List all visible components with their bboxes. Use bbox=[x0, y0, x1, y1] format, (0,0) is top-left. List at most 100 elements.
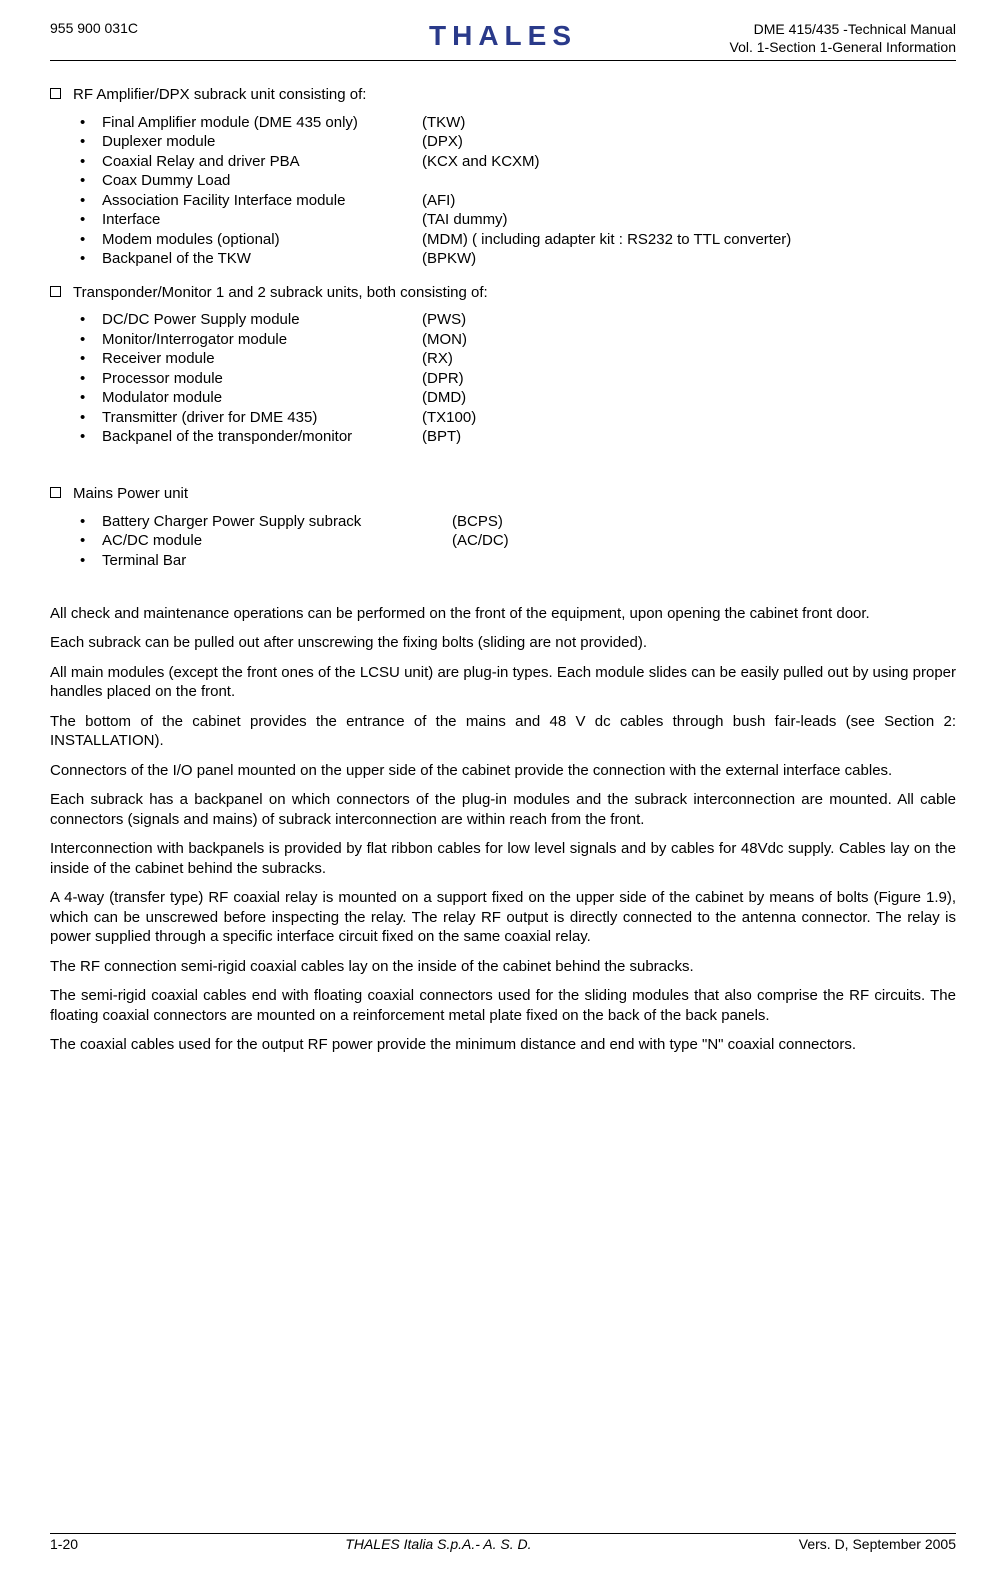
bullet-dot-icon: • bbox=[80, 531, 102, 551]
footer-page-number: 1-20 bbox=[50, 1536, 78, 1552]
list-item: •Receiver module(RX) bbox=[80, 349, 956, 369]
bullet-dot-icon: • bbox=[80, 512, 102, 532]
header-title: DME 415/435 -Technical Manual Vol. 1-Sec… bbox=[654, 20, 956, 56]
item-code: (BCPS) bbox=[452, 512, 956, 532]
bullet-dot-icon: • bbox=[80, 191, 102, 211]
body-paragraph: The bottom of the cabinet provides the e… bbox=[50, 712, 956, 751]
bullet-dot-icon: • bbox=[80, 171, 102, 191]
item-code: (DPX) bbox=[422, 132, 956, 152]
item-name: Interface bbox=[102, 210, 422, 230]
list-item: •AC/DC module(AC/DC) bbox=[80, 531, 956, 551]
body-paragraph: The RF connection semi-rigid coaxial cab… bbox=[50, 957, 956, 977]
mains-list: •Battery Charger Power Supply subrack(BC… bbox=[80, 512, 956, 571]
item-name: Association Facility Interface module bbox=[102, 191, 422, 211]
bullet-dot-icon: • bbox=[80, 310, 102, 330]
square-bullet-icon bbox=[50, 286, 61, 297]
item-name: Transmitter (driver for DME 435) bbox=[102, 408, 422, 428]
body-paragraph: Interconnection with backpanels is provi… bbox=[50, 839, 956, 878]
list-item: •Coaxial Relay and driver PBA(KCX and KC… bbox=[80, 152, 956, 172]
item-code: (RX) bbox=[422, 349, 956, 369]
body-paragraph: Each subrack can be pulled out after uns… bbox=[50, 633, 956, 653]
item-name: Duplexer module bbox=[102, 132, 422, 152]
list-item: •Final Amplifier module (DME 435 only)(T… bbox=[80, 113, 956, 133]
bullet-dot-icon: • bbox=[80, 330, 102, 350]
bullet-dot-icon: • bbox=[80, 551, 102, 571]
body-paragraph: All main modules (except the front ones … bbox=[50, 663, 956, 702]
bullet-dot-icon: • bbox=[80, 427, 102, 447]
page-content: RF Amplifier/DPX subrack unit consisting… bbox=[50, 85, 956, 1055]
item-code: (TX100) bbox=[422, 408, 956, 428]
item-name: DC/DC Power Supply module bbox=[102, 310, 422, 330]
list-item: •Modem modules (optional)(MDM) ( includi… bbox=[80, 230, 956, 250]
header-doc-number: 955 900 031C bbox=[50, 20, 352, 36]
bullet-dot-icon: • bbox=[80, 132, 102, 152]
list-item: •Association Facility Interface module(A… bbox=[80, 191, 956, 211]
list-item: •Terminal Bar bbox=[80, 551, 956, 571]
list-item: •Coax Dummy Load bbox=[80, 171, 956, 191]
square-bullet-icon bbox=[50, 487, 61, 498]
item-name: Final Amplifier module (DME 435 only) bbox=[102, 113, 422, 133]
item-code: (MON) bbox=[422, 330, 956, 350]
item-name: AC/DC module bbox=[102, 531, 452, 551]
square-bullet-icon bbox=[50, 88, 61, 99]
item-name: Monitor/Interrogator module bbox=[102, 330, 422, 350]
transponder-list: •DC/DC Power Supply module(PWS) •Monitor… bbox=[80, 310, 956, 447]
item-name: Modulator module bbox=[102, 388, 422, 408]
item-name: Processor module bbox=[102, 369, 422, 389]
list-item: •DC/DC Power Supply module(PWS) bbox=[80, 310, 956, 330]
item-name: Coax Dummy Load bbox=[102, 171, 422, 191]
bullet-dot-icon: • bbox=[80, 408, 102, 428]
item-name: Backpanel of the TKW bbox=[102, 249, 422, 269]
body-paragraph: Connectors of the I/O panel mounted on t… bbox=[50, 761, 956, 781]
item-code: (BPKW) bbox=[422, 249, 956, 269]
list-item: •Interface(TAI dummy) bbox=[80, 210, 956, 230]
header-title-line2: Vol. 1-Section 1-General Information bbox=[654, 38, 956, 56]
list-item: •Backpanel of the transponder/monitor(BP… bbox=[80, 427, 956, 447]
list-item: •Backpanel of the TKW(BPKW) bbox=[80, 249, 956, 269]
body-paragraph: The semi-rigid coaxial cables end with f… bbox=[50, 986, 956, 1025]
page-footer: 1-20 THALES Italia S.p.A.- A. S. D. Vers… bbox=[50, 1533, 956, 1552]
list-item: •Monitor/Interrogator module(MON) bbox=[80, 330, 956, 350]
list-item: •Duplexer module(DPX) bbox=[80, 132, 956, 152]
section-title: Mains Power unit bbox=[73, 485, 188, 502]
section-head-mains: Mains Power unit bbox=[50, 484, 956, 504]
item-code: (DMD) bbox=[422, 388, 956, 408]
item-code: (TKW) bbox=[422, 113, 956, 133]
item-code: (DPR) bbox=[422, 369, 956, 389]
rf-amp-list: •Final Amplifier module (DME 435 only)(T… bbox=[80, 113, 956, 269]
section-title: Transponder/Monitor 1 and 2 subrack unit… bbox=[73, 284, 488, 301]
header-title-line1: DME 415/435 -Technical Manual bbox=[654, 20, 956, 38]
item-name: Backpanel of the transponder/monitor bbox=[102, 427, 422, 447]
item-name: Receiver module bbox=[102, 349, 422, 369]
body-paragraph: A 4-way (transfer type) RF coaxial relay… bbox=[50, 888, 956, 947]
bullet-dot-icon: • bbox=[80, 388, 102, 408]
bullet-dot-icon: • bbox=[80, 113, 102, 133]
item-code: (BPT) bbox=[422, 427, 956, 447]
list-item: •Battery Charger Power Supply subrack(BC… bbox=[80, 512, 956, 532]
item-code: (AFI) bbox=[422, 191, 956, 211]
item-code: (TAI dummy) bbox=[422, 210, 956, 230]
list-item: •Processor module(DPR) bbox=[80, 369, 956, 389]
bullet-dot-icon: • bbox=[80, 210, 102, 230]
list-item: •Transmitter (driver for DME 435)(TX100) bbox=[80, 408, 956, 428]
list-item: •Modulator module(DMD) bbox=[80, 388, 956, 408]
header-brand: THALES bbox=[352, 20, 654, 52]
section-head-rf-amp: RF Amplifier/DPX subrack unit consisting… bbox=[50, 85, 956, 105]
item-code: (AC/DC) bbox=[452, 531, 956, 551]
section-head-transponder: Transponder/Monitor 1 and 2 subrack unit… bbox=[50, 283, 956, 303]
page-header: 955 900 031C THALES DME 415/435 -Technic… bbox=[50, 20, 956, 61]
bullet-dot-icon: • bbox=[80, 230, 102, 250]
footer-company: THALES Italia S.p.A.- A. S. D. bbox=[345, 1536, 531, 1552]
item-name: Modem modules (optional) bbox=[102, 230, 422, 250]
bullet-dot-icon: • bbox=[80, 152, 102, 172]
bullet-dot-icon: • bbox=[80, 249, 102, 269]
item-code: (MDM) ( including adapter kit : RS232 to… bbox=[422, 230, 956, 250]
item-name: Terminal Bar bbox=[102, 551, 452, 571]
footer-version: Vers. D, September 2005 bbox=[799, 1536, 956, 1552]
body-paragraph: The coaxial cables used for the output R… bbox=[50, 1035, 956, 1055]
bullet-dot-icon: • bbox=[80, 349, 102, 369]
body-paragraph: Each subrack has a backpanel on which co… bbox=[50, 790, 956, 829]
bullet-dot-icon: • bbox=[80, 369, 102, 389]
section-title: RF Amplifier/DPX subrack unit consisting… bbox=[73, 86, 366, 103]
item-code: (PWS) bbox=[422, 310, 956, 330]
